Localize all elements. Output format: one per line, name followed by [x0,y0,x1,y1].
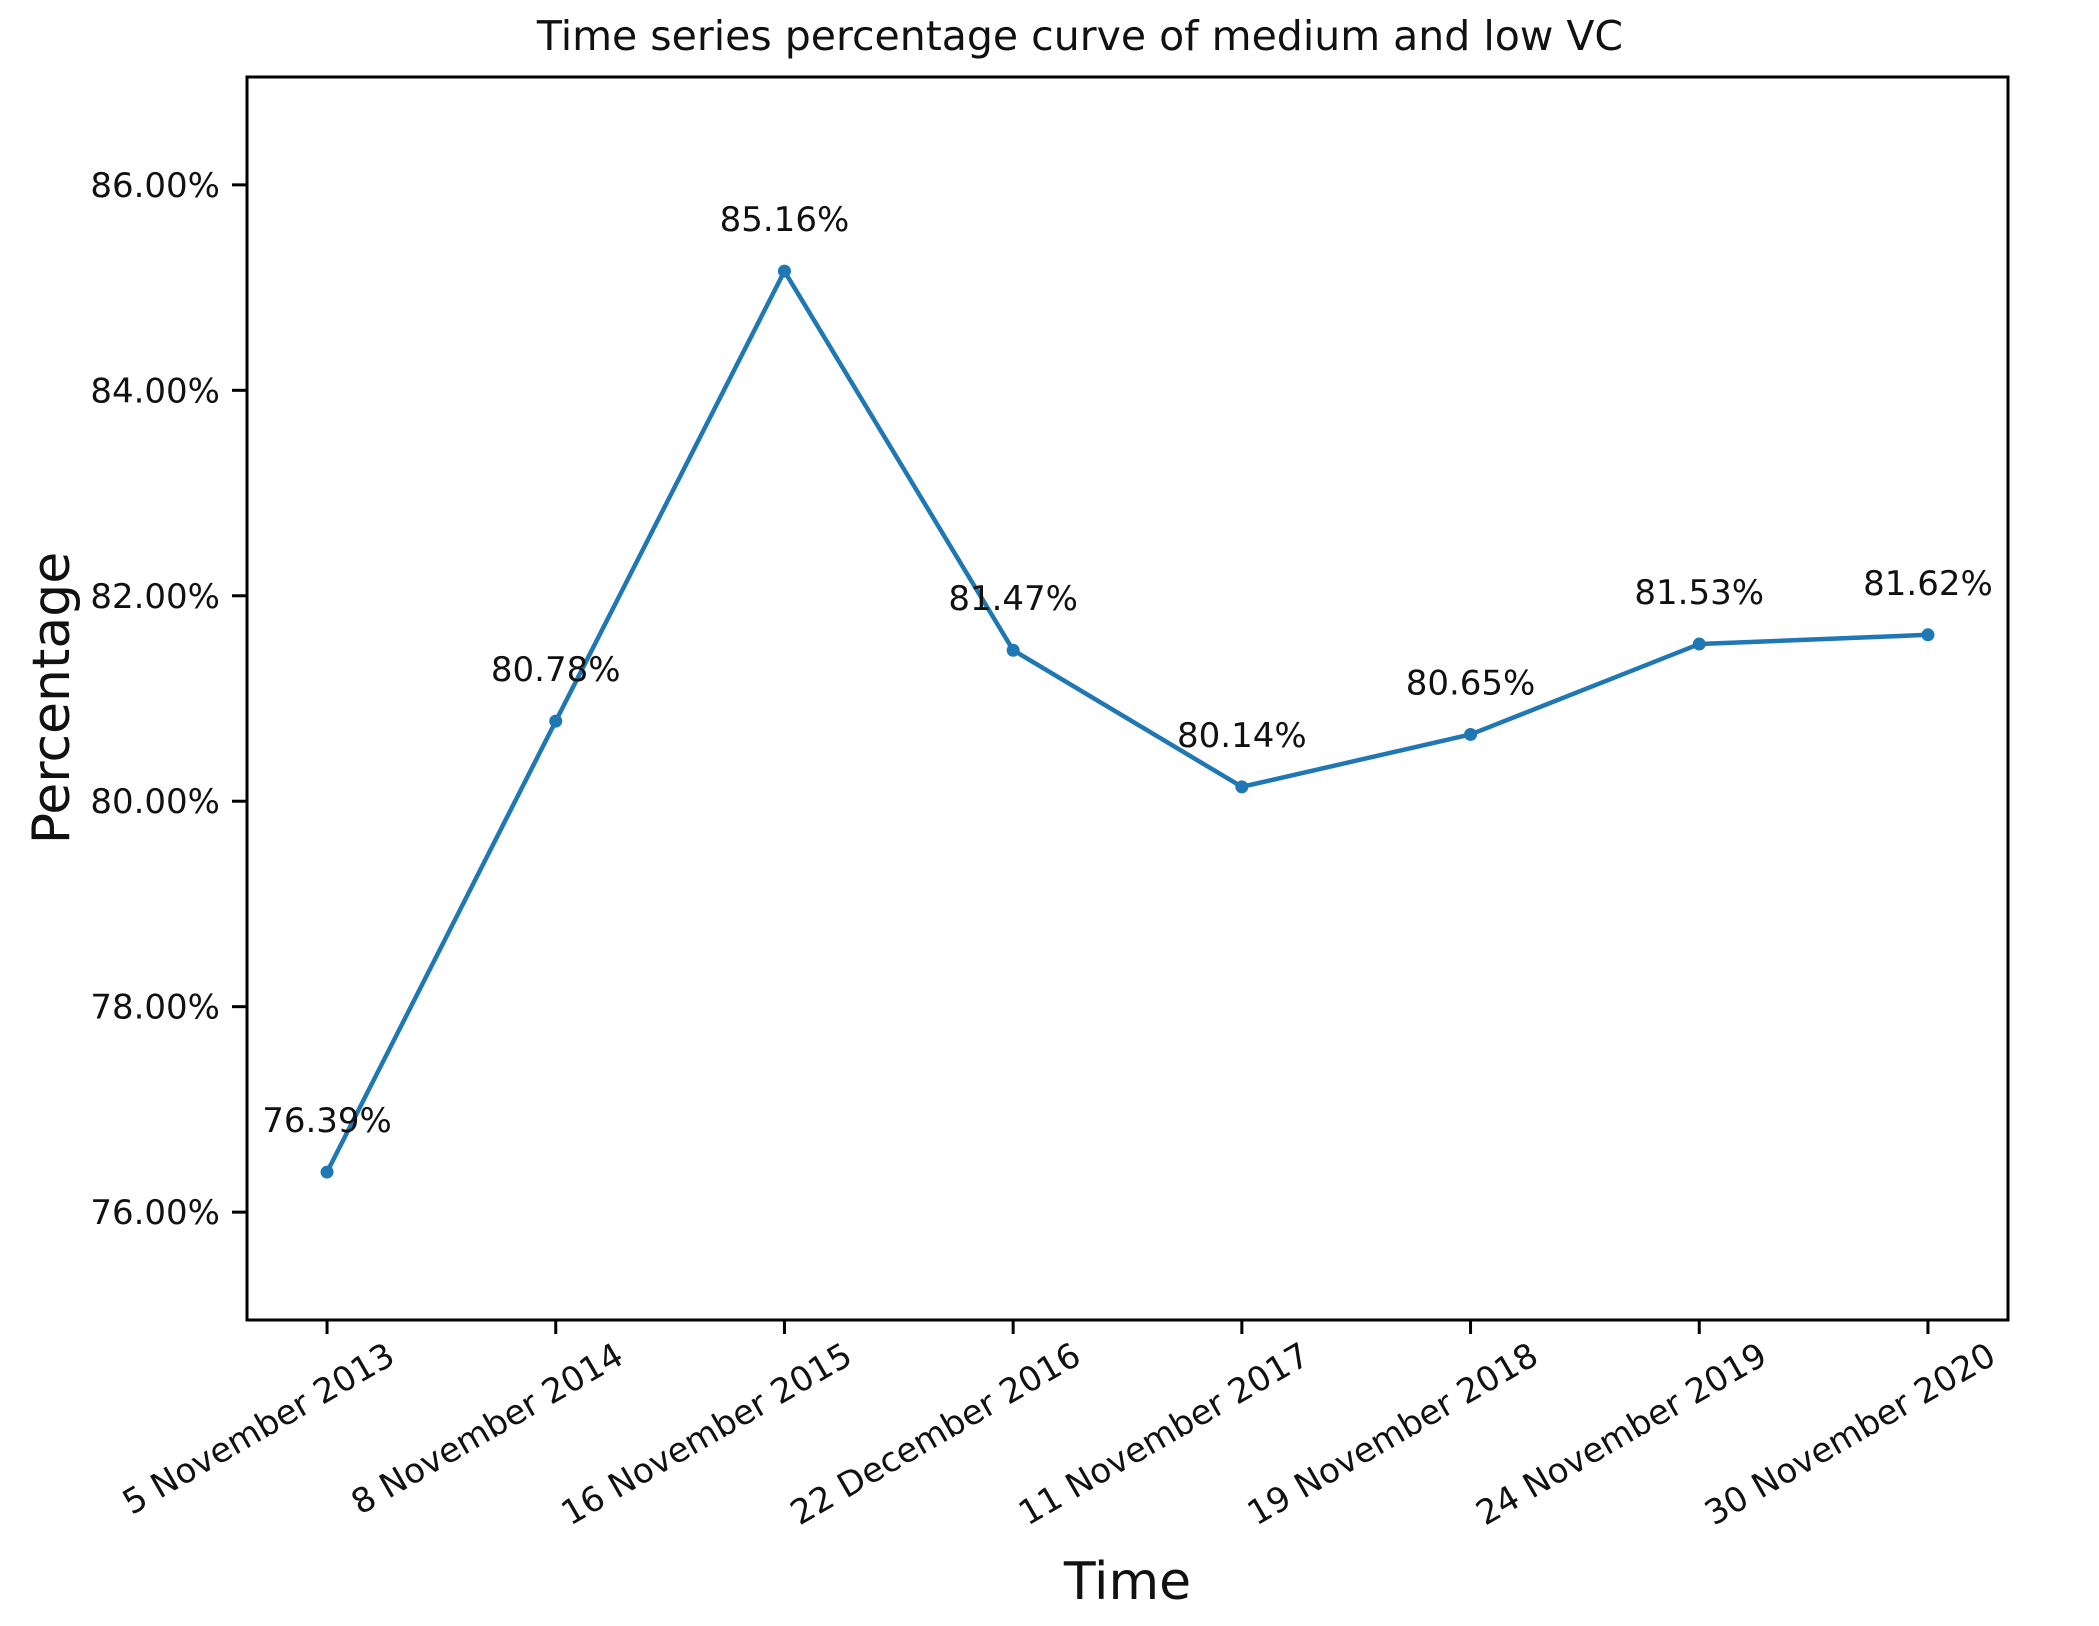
data-point [1692,637,1706,651]
data-point-label: 80.78% [491,650,621,690]
plot-frame-group [245,75,2010,1322]
data-point-label: 81.62% [1863,564,1993,604]
y-tick-label: 82.00% [90,577,220,617]
y-tick-label: 86.00% [90,166,220,206]
y-tick-label: 78.00% [90,988,220,1028]
data-point [1921,628,1935,642]
y-tick-label: 84.00% [90,371,220,411]
plot-frame [245,75,2010,1322]
data-point [320,1165,334,1179]
data-point-label: 80.65% [1406,663,1536,703]
y-tick-label: 80.00% [90,782,220,822]
data-point [549,714,563,728]
chart-title: Time series percentage curve of medium a… [536,12,1624,60]
axis-ticks-group: 76.00%78.00%80.00%82.00%84.00%86.00%5 No… [90,166,2002,1534]
data-point [1464,727,1478,741]
data-point-label: 81.47% [948,579,1078,619]
data-labels-group: 76.39% 80.78% 85.16% 81.47% 80.14% 80.65% 81.5… [262,200,1993,1141]
data-point [1235,780,1249,794]
data-point-label: 80.14% [1177,716,1307,756]
data-point-label: 81.53% [1634,573,1764,613]
y-tick-label: 76.00% [90,1193,220,1233]
data-point-label: 76.39% [262,1101,392,1141]
data-point-label: 85.16% [720,200,850,240]
data-point [1006,643,1020,657]
data-point [777,264,791,278]
x-axis-label: Time [1063,1552,1192,1612]
series-group [320,264,1935,1179]
series-line [324,268,1931,1175]
